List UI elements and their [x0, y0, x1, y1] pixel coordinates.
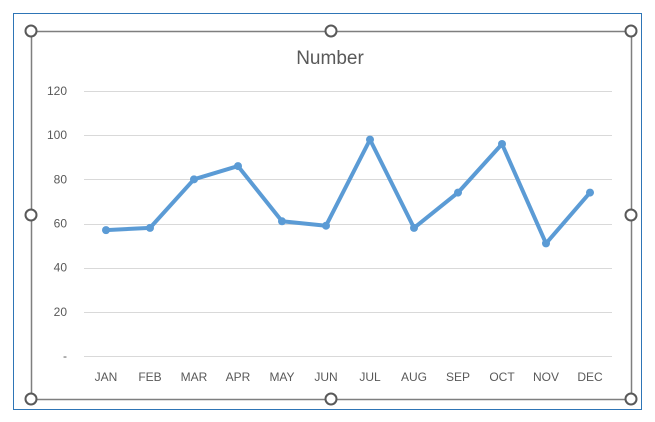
x-tick-label: JUL: [359, 370, 381, 384]
x-tick-label: JAN: [95, 370, 118, 384]
data-point-jan[interactable]: [102, 226, 110, 235]
chart-outer-border: [13, 13, 642, 410]
resize-handle-right[interactable]: [624, 208, 638, 222]
resize-handle-top-right[interactable]: [624, 24, 638, 38]
data-point-feb[interactable]: [146, 223, 154, 232]
data-point-dec[interactable]: [586, 188, 594, 197]
data-point-mar[interactable]: [190, 175, 198, 184]
y-tick-label: 20: [54, 305, 68, 319]
data-point-jun[interactable]: [322, 221, 330, 230]
y-axis-tick-labels: - 20 40 60 80 100 120: [47, 84, 67, 363]
chart-title: Number: [296, 48, 364, 69]
series-number: [102, 135, 594, 248]
data-point-nov[interactable]: [542, 239, 550, 248]
data-point-aug[interactable]: [410, 223, 418, 232]
resize-handle-left[interactable]: [24, 208, 38, 222]
y-tick-label: 60: [54, 217, 68, 231]
data-point-oct[interactable]: [498, 140, 506, 148]
y-tick-label: 100: [47, 128, 67, 142]
x-tick-label: JUN: [314, 370, 337, 384]
x-tick-label: MAY: [269, 370, 294, 384]
resize-handles[interactable]: [24, 24, 638, 406]
resize-handle-bottom-right[interactable]: [624, 392, 638, 406]
x-tick-label: OCT: [489, 370, 515, 384]
y-tick-label: 80: [54, 172, 68, 186]
resize-handle-bottom-left[interactable]: [24, 392, 38, 406]
data-point-may[interactable]: [278, 217, 286, 226]
x-tick-label: SEP: [446, 370, 470, 384]
data-point-apr[interactable]: [234, 162, 242, 171]
x-tick-label: APR: [226, 370, 251, 384]
data-point-jul[interactable]: [366, 135, 374, 144]
y-tick-label: 40: [54, 261, 68, 275]
x-axis-tick-labels: JAN FEB MAR APR MAY JUN JUL AUG SEP OCT NOV DEC: [95, 370, 603, 384]
resize-handle-bottom[interactable]: [324, 392, 338, 406]
resize-handle-top[interactable]: [324, 24, 338, 38]
y-tick-label: 120: [47, 84, 67, 98]
x-tick-label: NOV: [533, 370, 559, 384]
x-tick-label: AUG: [401, 370, 427, 384]
series-line: [104, 137, 592, 246]
x-tick-label: MAR: [181, 370, 208, 384]
resize-handle-top-left[interactable]: [24, 24, 38, 38]
y-tick-label: -: [63, 349, 67, 363]
x-tick-label: FEB: [138, 370, 161, 384]
data-point-sep[interactable]: [454, 188, 462, 197]
x-tick-label: DEC: [577, 370, 603, 384]
